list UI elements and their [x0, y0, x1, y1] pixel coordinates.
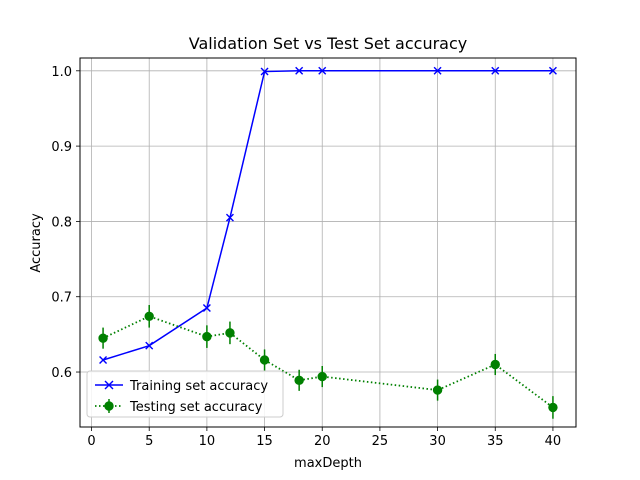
- y-tick-label: 0.9: [51, 140, 72, 155]
- x-tick-label: 5: [145, 434, 153, 449]
- data-point: [99, 355, 108, 364]
- x-tick-label: 10: [199, 434, 216, 449]
- data-point: [225, 328, 235, 338]
- data-point: [225, 213, 234, 222]
- data-point: [98, 333, 108, 343]
- y-tick-label: 1.0: [51, 65, 72, 80]
- data-point: [260, 67, 269, 76]
- y-axis-label: Accuracy: [29, 213, 44, 273]
- legend-entry: Testing set accuracy: [95, 399, 263, 415]
- x-tick-label: 25: [372, 434, 389, 449]
- x-tick-label: 0: [87, 434, 95, 449]
- series-layer: [98, 66, 558, 419]
- data-point: [295, 66, 304, 75]
- data-point: [318, 66, 327, 75]
- legend-entry: Training set accuracy: [95, 379, 268, 394]
- x-axis-label: maxDepth: [294, 456, 362, 471]
- plot-frame: [79, 57, 577, 428]
- legend: Training set accuracy Testing set accurac…: [86, 370, 284, 418]
- series-1: [99, 66, 557, 364]
- legend-marker: [104, 401, 114, 411]
- legend-marker: [104, 380, 114, 390]
- y-tick-label: 0.8: [51, 215, 72, 230]
- x-tick-label: 15: [256, 434, 273, 449]
- data-point: [432, 385, 443, 395]
- y-tick-label: 0.6: [51, 366, 72, 381]
- chart-title: Validation Set vs Test Set accuracy: [189, 34, 467, 53]
- data-point: [202, 331, 212, 342]
- data-point: [294, 375, 304, 386]
- series-line: [102, 70, 553, 361]
- data-point: [491, 66, 500, 75]
- legend-label: Training set accuracy: [129, 379, 268, 394]
- x-tick-label: 40: [545, 434, 562, 449]
- data-point: [144, 311, 154, 321]
- data-point: [548, 66, 557, 75]
- legend-box: [86, 370, 284, 418]
- data-point: [317, 371, 327, 382]
- data-point: [490, 359, 500, 370]
- ticks: 0 5 10 15 20 25 30 35 40 0.6 0.7 0.8 0.9 1.0: [51, 65, 561, 449]
- data-point: [145, 341, 154, 350]
- y-tick-label: 0.7: [51, 291, 72, 306]
- x-tick-label: 35: [487, 434, 504, 449]
- data-point: [548, 402, 558, 413]
- x-tick-label: 30: [429, 434, 446, 449]
- data-point: [202, 304, 211, 313]
- data-point: [433, 66, 442, 75]
- data-point: [259, 355, 270, 365]
- legend-label: Testing set accuracy: [129, 400, 263, 415]
- series-2: [98, 305, 558, 419]
- x-tick-label: 20: [314, 434, 331, 449]
